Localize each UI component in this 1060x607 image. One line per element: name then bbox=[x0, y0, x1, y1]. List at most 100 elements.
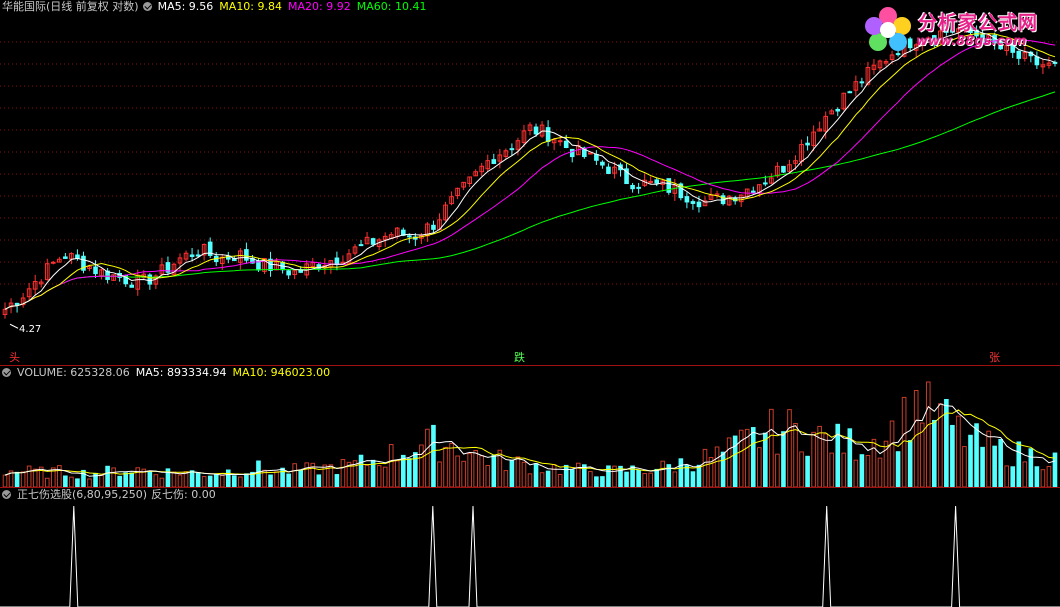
volume-bar bbox=[950, 424, 955, 487]
volume-bar bbox=[232, 475, 237, 487]
candle-body bbox=[1016, 50, 1022, 59]
volume-bar bbox=[316, 474, 322, 487]
candle-body bbox=[1052, 61, 1058, 64]
candle-body bbox=[865, 66, 871, 85]
volume-bar bbox=[443, 446, 448, 487]
volume-bar bbox=[431, 424, 436, 487]
candle-body bbox=[678, 183, 684, 199]
volume-bar bbox=[931, 419, 937, 487]
volume-bar bbox=[533, 463, 539, 487]
candle-body bbox=[14, 302, 20, 306]
ma60-line bbox=[4, 91, 1056, 310]
candle-body bbox=[8, 302, 14, 308]
candle-body bbox=[962, 24, 967, 28]
candle-body bbox=[292, 270, 297, 276]
settings-dot-icon[interactable] bbox=[2, 490, 11, 499]
volume-bar bbox=[835, 423, 841, 487]
volume-pane[interactable]: VOLUME: 625328.06 MA5: 893334.94 MA10: 946… bbox=[0, 366, 1060, 487]
candle-body bbox=[346, 253, 352, 264]
candle-body bbox=[26, 288, 32, 298]
indicator-pane[interactable]: 正七伤选股(6,80,95,250) 反七伤: 0.00 bbox=[0, 488, 1060, 607]
candle-body bbox=[986, 35, 991, 44]
candle-body bbox=[841, 92, 847, 110]
ma10-label: MA10: 9.84 bbox=[219, 0, 283, 13]
volume-bar bbox=[992, 445, 997, 487]
volume-bar bbox=[69, 476, 74, 487]
volume-bar bbox=[81, 469, 86, 487]
volume-bar bbox=[111, 467, 116, 487]
candle-body bbox=[63, 256, 68, 259]
candle-body bbox=[624, 168, 629, 185]
volume-bar bbox=[545, 470, 551, 487]
candle-body bbox=[883, 61, 889, 64]
volume-bar bbox=[865, 455, 871, 487]
volume-bar bbox=[388, 444, 394, 487]
signal-marker: 头 bbox=[9, 351, 20, 364]
indicator-line bbox=[0, 505, 1060, 607]
candle-body bbox=[238, 250, 243, 263]
volume-bar bbox=[744, 428, 750, 487]
volume-bar bbox=[998, 438, 1003, 487]
volume-bar bbox=[907, 440, 913, 487]
candle-body bbox=[461, 181, 466, 188]
pane-divider[interactable] bbox=[0, 365, 1060, 366]
indicator-value: 反七伤: 0.00 bbox=[151, 488, 216, 501]
volume-bar bbox=[684, 465, 690, 487]
volume-bar bbox=[630, 465, 635, 487]
volume-bar bbox=[165, 468, 171, 487]
candle-body bbox=[497, 154, 503, 162]
candle-body bbox=[805, 142, 810, 146]
volume-bar bbox=[775, 453, 780, 487]
ma20-line bbox=[4, 38, 1056, 310]
volume-bar bbox=[1034, 466, 1040, 487]
candle-body bbox=[262, 257, 267, 272]
settings-dot-icon[interactable] bbox=[142, 2, 152, 11]
watermark-title: 分析家公式网 bbox=[918, 12, 1039, 34]
volume-bar bbox=[919, 422, 925, 487]
candle-body bbox=[654, 179, 660, 184]
volume-bar bbox=[117, 475, 122, 487]
volume-bar bbox=[105, 465, 110, 487]
volume-bar bbox=[726, 437, 732, 487]
candle-body bbox=[594, 153, 599, 161]
candle-body bbox=[527, 124, 533, 131]
volume-bar bbox=[63, 475, 68, 487]
candle-body bbox=[165, 262, 171, 273]
volume-bar bbox=[841, 452, 847, 487]
volume-bar bbox=[817, 425, 822, 487]
volume-bar bbox=[382, 466, 388, 487]
candle-body bbox=[907, 38, 913, 49]
candle-body bbox=[563, 140, 569, 148]
volume-bar bbox=[20, 471, 26, 487]
settings-dot-icon[interactable] bbox=[2, 368, 11, 377]
indicator-chart[interactable] bbox=[0, 488, 1060, 607]
candle-body bbox=[769, 177, 774, 184]
candlestick-chart[interactable]: 4.27 头 跌 张 bbox=[0, 0, 1060, 365]
volume-bar bbox=[720, 451, 726, 487]
price-title: 华能国际(日线 前复权 对数) bbox=[2, 0, 139, 13]
candle-body bbox=[588, 152, 593, 155]
candle-body bbox=[503, 150, 509, 157]
volume-bar bbox=[1010, 466, 1016, 487]
ma5-line bbox=[4, 29, 1056, 310]
volume-bar bbox=[738, 429, 744, 487]
candle-body bbox=[684, 196, 690, 203]
volume-bar bbox=[274, 471, 279, 487]
volume-bar bbox=[2, 474, 8, 487]
volume-bar bbox=[781, 431, 786, 487]
price-pane[interactable]: 4.27 头 跌 张 华能国际(日线 前复权 对数) MA5: 9.56 MA10: 9.… bbox=[0, 0, 1060, 365]
volume-bar bbox=[750, 427, 756, 487]
pane-divider[interactable] bbox=[0, 487, 1060, 488]
volume-bar bbox=[563, 464, 569, 487]
volume-bar bbox=[189, 470, 195, 487]
candle-body bbox=[352, 246, 358, 254]
volume-label: VOLUME: 625328.06 bbox=[17, 366, 130, 379]
volume-bar bbox=[238, 476, 243, 487]
volume-bar bbox=[503, 470, 509, 487]
volume-bar bbox=[286, 473, 291, 487]
candle-body bbox=[159, 264, 165, 275]
volume-bar bbox=[207, 475, 213, 487]
volume-chart[interactable] bbox=[0, 366, 1060, 487]
volume-bar bbox=[44, 477, 50, 487]
flower-logo-icon bbox=[865, 7, 911, 51]
